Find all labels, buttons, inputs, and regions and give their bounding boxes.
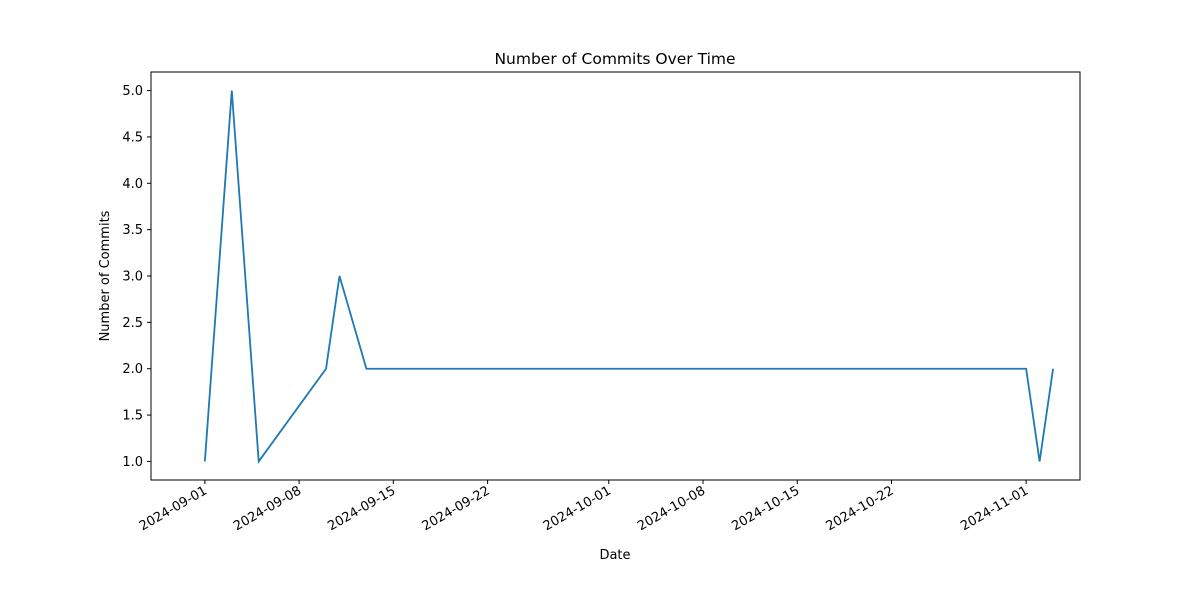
x-axis-title: Date <box>599 548 630 563</box>
y-tick-label: 1.5 <box>122 409 143 424</box>
y-tick-label: 4.0 <box>122 177 143 192</box>
series-line <box>203 90 1054 464</box>
y-tick-label: 3.5 <box>122 223 143 238</box>
chart-title: Number of Commits Over Time <box>494 50 735 68</box>
y-tick-label: 4.5 <box>122 130 143 145</box>
y-tick-label: 2.0 <box>122 362 143 377</box>
y-tick-label: 1.0 <box>122 455 143 470</box>
y-axis-title: Number of Commits <box>98 210 113 341</box>
y-tick-label: 5.0 <box>122 84 143 99</box>
y-tick-label: 2.5 <box>122 316 143 331</box>
y-tick-label: 3.0 <box>122 270 143 285</box>
